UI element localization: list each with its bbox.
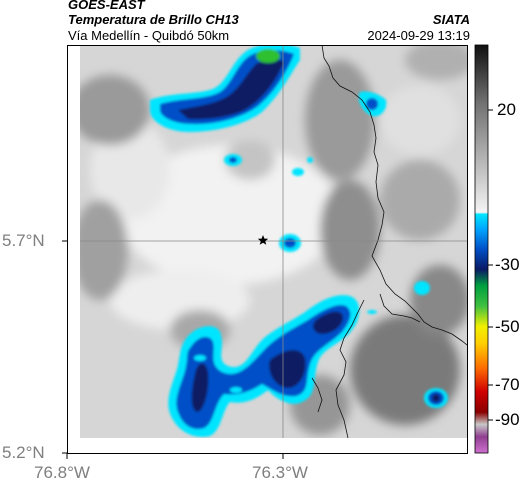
colorbar-label-m50: -50: [495, 317, 520, 336]
cold-cloud-cells: [150, 45, 448, 437]
y-tick-label-1: 5.7°N: [2, 231, 45, 250]
product-title: Temperatura de Brillo CH13: [68, 12, 239, 27]
organization-label: SIATA: [432, 12, 470, 27]
x-tick-label-1: 76.8°W: [34, 463, 90, 482]
boundary-lines: [311, 45, 467, 438]
satellite-source: GOES-EAST: [68, 0, 145, 12]
colorbar-label-m30: -30: [495, 255, 520, 274]
colorbar-label-m70: -70: [495, 375, 520, 394]
brightness-temperature-image: [80, 45, 467, 438]
x-tick-label-2: 76.3°W: [252, 463, 308, 482]
plot-frame: [67, 45, 468, 454]
route-subtitle: Vía Medellín - Quibdó 50km: [68, 28, 230, 43]
colorbar-label-m90: -90: [495, 410, 520, 429]
colorbar: [474, 44, 493, 454]
axis-ticks: [62, 240, 284, 459]
star-icon: [257, 235, 269, 245]
y-tick-label-2: 5.2°N: [2, 443, 45, 462]
colorbar-label-20: 20: [497, 100, 516, 119]
timestamp: 2024-09-29 13:19: [367, 28, 470, 43]
